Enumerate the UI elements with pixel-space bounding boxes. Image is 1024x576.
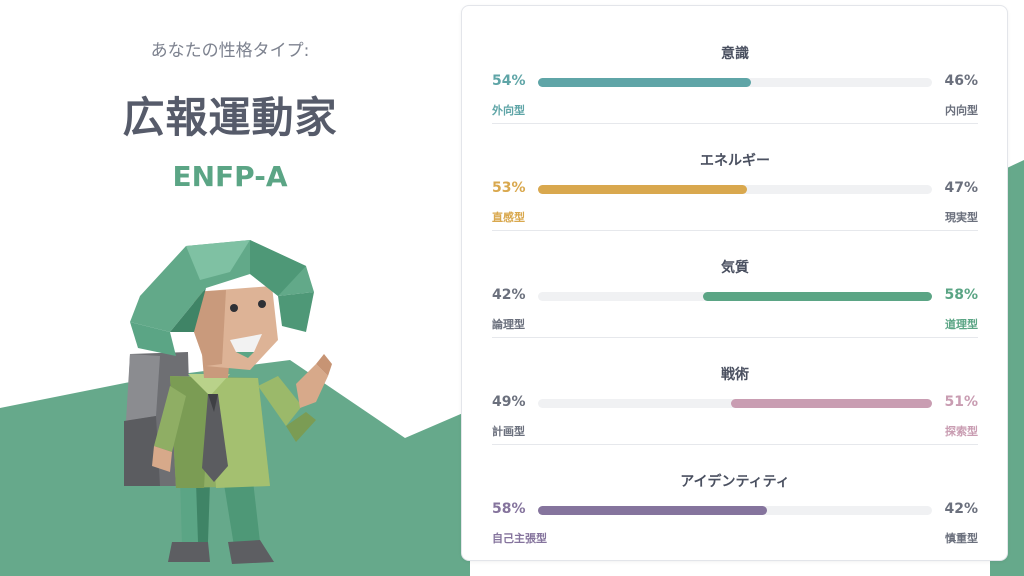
trait-breakdown-card: 意識 54% 46% 外向型 内向型 エネルギー 53% 47% 直感型 現実型… (461, 5, 1008, 561)
left-label: 直感型 (492, 211, 525, 224)
trait-title: 気質 (721, 260, 749, 276)
right-label: 道理型 (945, 318, 978, 331)
right-percent: 42% (944, 501, 978, 517)
left-label: 自己主張型 (492, 532, 547, 545)
right-percent: 58% (944, 287, 978, 303)
trait-bar-track (538, 399, 932, 408)
trait-nature: 気質 42% 58% 論理型 道理型 (492, 230, 978, 336)
trait-bar-fill (538, 506, 767, 515)
left-percent: 54% (492, 73, 526, 89)
left-percent: 42% (492, 287, 526, 303)
right-percent: 47% (944, 180, 978, 196)
right-percent: 51% (944, 394, 978, 410)
type-summary-panel: あなたの性格タイプ: 広報運動家 ENFP-A (0, 0, 460, 576)
right-label: 探索型 (945, 425, 978, 438)
left-label: 外向型 (492, 104, 525, 117)
right-label: 慎重型 (945, 532, 978, 545)
divider (492, 123, 978, 124)
trait-bar-track (538, 506, 932, 515)
divider (492, 444, 978, 445)
trait-title: エネルギー (700, 153, 770, 169)
trait-bar-fill (703, 292, 932, 301)
explorer-character-icon (124, 240, 332, 564)
trait-bar-fill (731, 399, 932, 408)
left-percent: 53% (492, 180, 526, 196)
type-code: ENFP-A (172, 160, 288, 193)
left-percent: 58% (492, 501, 526, 517)
trait-tactics: 戦術 49% 51% 計画型 探索型 (492, 337, 978, 443)
trait-energy: エネルギー 53% 47% 直感型 現実型 (492, 123, 978, 229)
left-label: 計画型 (492, 425, 525, 438)
right-percent: 46% (944, 73, 978, 89)
right-label: 内向型 (945, 104, 978, 117)
divider (492, 337, 978, 338)
trait-identity: アイデンティティ 58% 42% 自己主張型 慎重型 (492, 444, 978, 550)
trait-title: 意識 (721, 46, 749, 62)
trait-bar-track (538, 185, 932, 194)
left-label: 論理型 (492, 318, 525, 331)
trait-mind: 意識 54% 46% 外向型 内向型 (492, 16, 978, 122)
right-label: 現実型 (945, 211, 978, 224)
trait-bar-track (538, 78, 932, 87)
trait-bar-track (538, 292, 932, 301)
trait-title: アイデンティティ (680, 474, 790, 490)
trait-bar-fill (538, 78, 751, 87)
trait-bar-fill (538, 185, 747, 194)
divider (492, 230, 978, 231)
type-name: 広報運動家 (122, 93, 338, 142)
intro-text: あなたの性格タイプ: (150, 41, 310, 61)
left-percent: 49% (492, 394, 526, 410)
trait-title: 戦術 (721, 367, 749, 383)
